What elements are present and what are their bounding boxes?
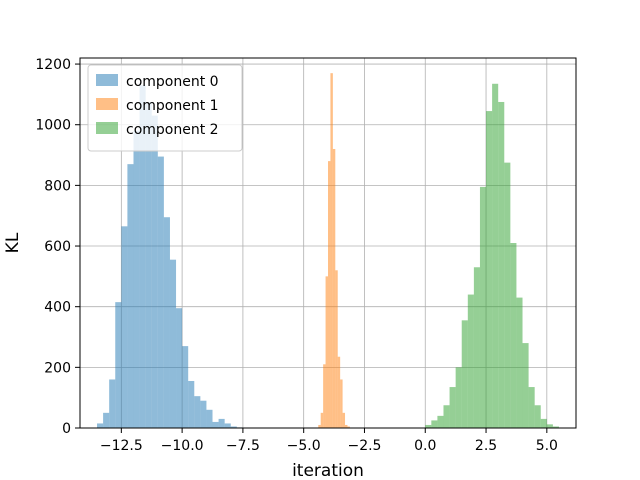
- bar-series-2-bin-0: [425, 424, 432, 428]
- bar-series-0-bin-14: [182, 346, 189, 428]
- bar-series-1-bin-11: [345, 424, 348, 428]
- legend: component 0 component 1 component 2: [87, 64, 243, 152]
- bar-series-2-bin-4: [449, 387, 456, 428]
- bar-series-0-bin-10: [157, 156, 164, 429]
- y-axis: 0 200 400 600 800 1000 1200: [35, 57, 80, 437]
- bar-series-0-bin-13: [176, 308, 183, 428]
- bar-series-1-bin-4: [328, 161, 331, 429]
- y-tick-label-1: 200: [44, 360, 71, 376]
- bar-series-1-bin-3: [325, 276, 328, 428]
- bar-series-2-bin-15: [516, 297, 523, 428]
- bar-series-0-bin-21: [224, 423, 231, 428]
- bar-series-2-bin-18: [534, 405, 541, 428]
- y-tick-label-5: 1000: [35, 118, 71, 134]
- bar-series-2-bin-19: [540, 418, 547, 428]
- y-tick-label-4: 800: [44, 178, 71, 194]
- x-tick-label-0: −12.5: [100, 438, 143, 454]
- bar-series-2-bin-1: [431, 420, 438, 428]
- bar-series-1-bin-7: [335, 270, 338, 428]
- bar-series-0-bin-2: [109, 379, 116, 428]
- bar-series-0-bin-19: [212, 421, 219, 428]
- bar-series-1-bin-0: [318, 424, 321, 428]
- x-tick-label-4: −2.5: [347, 438, 381, 454]
- bar-series-2-bin-14: [510, 243, 517, 428]
- x-tick-label-2: −7.5: [226, 438, 260, 454]
- x-tick-label-7: 5.0: [536, 438, 558, 454]
- y-axis-label: KL: [3, 232, 23, 253]
- legend-label-1: component 1: [126, 98, 219, 114]
- x-axis-label: iteration: [292, 461, 364, 480]
- bar-series-1-bin-9: [340, 379, 343, 428]
- bar-series-2-bin-17: [528, 387, 535, 428]
- bar-series-2-bin-2: [437, 415, 444, 428]
- bar-series-2-bin-10: [486, 111, 493, 429]
- bar-series-1-bin-12: [347, 426, 350, 428]
- bar-series-2-bin-7: [467, 294, 474, 428]
- bar-series-0-bin-9: [151, 115, 158, 428]
- bar-series-0-bin-4: [121, 226, 128, 428]
- bar-series-2-bin-8: [473, 267, 480, 428]
- bar-series-0-bin-5: [127, 164, 134, 429]
- bar-series-0-bin-1: [103, 412, 110, 428]
- bar-series-1-bin-10: [342, 412, 346, 428]
- bar-series-1-bin-1: [320, 412, 324, 428]
- y-tick-label-0: 0: [62, 421, 71, 437]
- bar-series-0-bin-22: [230, 426, 237, 428]
- bar-series-2-bin-11: [492, 83, 499, 428]
- x-axis: −12.5 −10.0 −7.5 −5.0 −2.5 0.0 2.5 5.0: [100, 428, 558, 454]
- series-2: [425, 83, 559, 429]
- legend-label-0: component 0: [126, 74, 219, 90]
- bar-series-2-bin-20: [546, 424, 553, 428]
- x-tick-label-1: −10.0: [161, 438, 204, 454]
- bar-series-0-bin-8: [145, 101, 152, 429]
- bar-series-2-bin-12: [498, 101, 505, 429]
- bar-series-2-bin-3: [443, 405, 450, 428]
- bar-series-0-bin-16: [194, 396, 201, 428]
- bar-series-2-bin-13: [504, 162, 511, 428]
- series-1: [318, 73, 350, 429]
- bar-series-1-bin-5: [330, 73, 333, 428]
- bar-series-0-bin-11: [163, 217, 170, 428]
- y-tick-label-2: 400: [44, 300, 71, 316]
- x-tick-label-3: −5.0: [287, 438, 321, 454]
- x-tick-label-6: 2.5: [475, 438, 497, 454]
- legend-label-2: component 2: [126, 122, 219, 138]
- bar-series-2-bin-21: [552, 426, 559, 428]
- bar-series-2-bin-6: [461, 320, 468, 428]
- bar-series-2-bin-9: [479, 186, 487, 428]
- bar-series-0-bin-15: [188, 380, 195, 428]
- bar-series-2-bin-16: [522, 343, 529, 428]
- bar-series-0-bin-6: [133, 130, 140, 429]
- x-tick-label-5: 0.0: [414, 438, 436, 454]
- bar-series-2-bin-5: [455, 367, 462, 428]
- bar-series-1-bin-2: [323, 364, 326, 428]
- histogram-bars: [97, 73, 559, 429]
- bar-series-0-bin-20: [218, 418, 225, 428]
- bar-series-0-bin-17: [200, 400, 207, 428]
- bar-series-0-bin-3: [115, 302, 122, 428]
- y-tick-label-3: 600: [44, 239, 71, 255]
- legend-swatch-0: [96, 74, 118, 86]
- bar-series-1-bin-8: [337, 356, 341, 428]
- bar-series-0-bin-7: [139, 85, 146, 429]
- bar-series-0-bin-12: [169, 259, 177, 428]
- plot-area-frame: [79, 57, 577, 429]
- legend-frame: [87, 64, 243, 152]
- legend-swatch-1: [96, 98, 118, 110]
- bar-series-0-bin-0: [97, 423, 104, 428]
- bar-series-0-bin-18: [206, 409, 213, 428]
- bar-series-1-bin-6: [332, 148, 336, 428]
- legend-swatch-2: [96, 122, 118, 134]
- y-tick-label-6: 1200: [35, 57, 71, 73]
